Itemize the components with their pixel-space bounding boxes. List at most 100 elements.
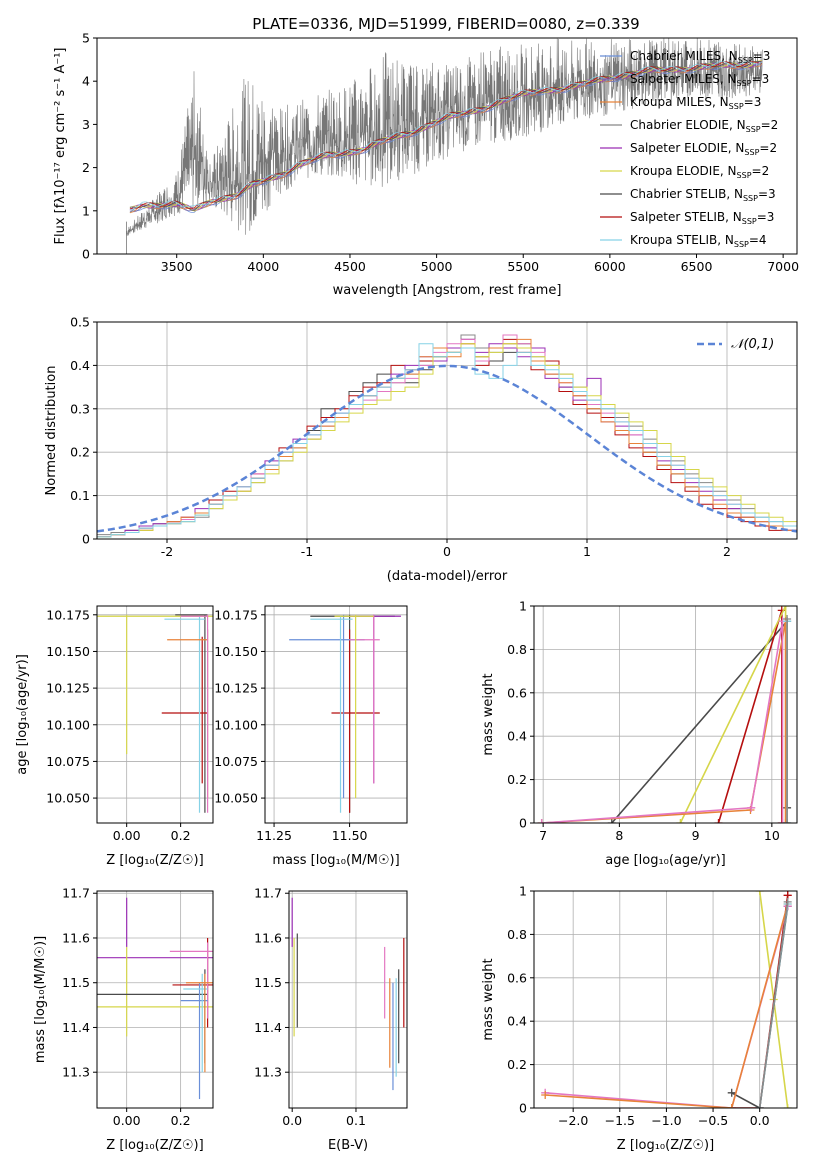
weight-marker — [781, 606, 790, 610]
x-tick-label: 7000 — [767, 259, 799, 274]
legend-subscript: SSP — [734, 240, 749, 249]
x-tick-label: 9 — [692, 828, 700, 843]
weight-line — [541, 621, 787, 823]
legend-entry: Chabrier STELIB, NSSP=3 — [630, 187, 776, 203]
model-line — [129, 60, 763, 211]
y-tick-label: 0.8 — [507, 927, 527, 942]
x-axis-label: wavelength [Angstrom, rest frame] — [333, 283, 562, 298]
y-tick-label: 0 — [82, 247, 90, 262]
x-tick-label: −2.0 — [558, 1113, 588, 1128]
panel-age_vs_metallicity: 0.00 0.2 10.050 10.075 10.100 10.125 10.150 10.… — [15, 605, 214, 868]
x-tick-label: 0.00 — [113, 828, 141, 843]
legend-count: =3 — [757, 210, 775, 224]
panel-residual_histogram: -2 -1 0 1 2 0 0.1 0.2 0.3 0.4 0.5 𝒩(0,1) (data-model… — [44, 315, 798, 584]
weight-marker — [783, 897, 792, 906]
y-tick-label: 1 — [82, 203, 90, 218]
figure-title: PLATE=0336, MJD=51999, FIBERID=0080, z=0… — [252, 15, 639, 33]
x-tick-label: −1.5 — [605, 1113, 635, 1128]
y-tick-label: 0 — [519, 1101, 527, 1116]
legend-subscript: SSP — [743, 194, 758, 203]
y-tick-label: 10.050 — [214, 791, 258, 806]
panel-spectrum: 3500 4000 4500 5000 5500 6000 6500 7000 0 1 2 3 4 5 Ch… — [53, 31, 799, 299]
legend-subscript: SSP — [744, 148, 759, 157]
x-tick-label: 0.00 — [113, 1113, 141, 1128]
y-tick-label: 0.1 — [70, 488, 90, 503]
panel-mass_vs_ebv: 0.0 0.1 11.3 11.4 11.5 11.6 11.7 E(B-V) — [254, 886, 408, 1153]
y-axis-label: age [log₁₀(age/yr)] — [15, 654, 30, 775]
x-tick-label: 11.50 — [332, 828, 368, 843]
x-tick-label: 4500 — [334, 259, 366, 274]
spectrum-data-line — [126, 38, 763, 236]
y-tick-label: 10.050 — [46, 791, 90, 806]
weight-marker — [783, 615, 792, 624]
y-axis-label: Flux [fλ10⁻¹⁷ erg cm⁻² s⁻¹ A⁻¹] — [53, 48, 68, 245]
legend-entry: Chabrier ELODIE, NSSP=2 — [630, 118, 778, 134]
y-tick-label: 2 — [82, 160, 90, 175]
axes-frame — [533, 605, 798, 824]
weight-line — [541, 621, 784, 823]
legend-entry: Kroupa ELODIE, NSSP=2 — [630, 164, 769, 180]
y-axis-label: mass weight — [481, 958, 496, 1040]
plot-area — [126, 38, 763, 254]
y-tick-label: 10.175 — [214, 607, 258, 622]
y-tick-label: 10.075 — [46, 754, 90, 769]
y-tick-label: 0 — [519, 816, 527, 831]
y-tick-label: 10.150 — [214, 644, 258, 659]
y-tick-label: 0.2 — [507, 1057, 527, 1072]
x-axis-label: Z [log₁₀(Z/Z☉)] — [106, 853, 203, 868]
legend-subscript: SSP — [738, 56, 753, 65]
x-tick-label: 7 — [539, 828, 547, 843]
y-tick-label: 0.3 — [70, 401, 90, 416]
model-line — [129, 63, 763, 214]
legend-entry: Salpeter STELIB, NSSP=3 — [630, 210, 774, 226]
weight-marker — [778, 819, 787, 823]
y-tick-label: 1 — [519, 599, 527, 614]
weight-marker — [783, 819, 792, 823]
axes-frame — [96, 37, 798, 255]
x-tick-label: 0.2 — [171, 1113, 191, 1128]
x-tick-label: −1.0 — [651, 1113, 681, 1128]
plot-area — [291, 897, 405, 1091]
y-tick-label: 11.3 — [62, 1065, 90, 1080]
y-tick-label: 0.2 — [70, 445, 90, 460]
plot-area — [97, 334, 797, 538]
x-axis-label: age [log₁₀(age/yr)] — [605, 853, 726, 868]
legend-entry: Salpeter ELODIE, NSSP=2 — [630, 141, 777, 157]
axes-frame — [264, 605, 408, 824]
y-tick-label: 10.075 — [214, 754, 258, 769]
y-tick-label: 1 — [519, 884, 527, 899]
y-tick-label: 11.7 — [254, 886, 282, 901]
y-tick-label: 10.100 — [46, 717, 90, 732]
weight-marker — [541, 1090, 550, 1099]
x-axis-label: Z [log₁₀(Z/Z☉)] — [617, 1138, 714, 1153]
x-tick-label: 11.25 — [256, 828, 292, 843]
x-tick-label: 3500 — [161, 259, 193, 274]
weight-line — [611, 619, 788, 823]
axes-frame — [96, 605, 214, 824]
weight-line — [758, 901, 789, 1108]
y-tick-label: 11.6 — [62, 930, 90, 945]
x-tick-label: -1 — [301, 544, 313, 559]
panel-age_vs_mass: 11.25 11.50 10.050 10.075 10.100 10.125 10.150… — [214, 605, 408, 868]
histogram-step — [97, 343, 797, 538]
y-tick-label: 0.8 — [507, 642, 527, 657]
weight-marker — [781, 819, 790, 823]
legend-subscript: SSP — [746, 125, 761, 134]
weight-marker — [755, 1104, 764, 1108]
weight-line — [717, 610, 783, 823]
plot-area — [97, 614, 213, 813]
legend-subscript: SSP — [729, 102, 744, 111]
x-axis-label: E(B-V) — [328, 1138, 368, 1153]
x-axis-label: (data-model)/error — [387, 569, 508, 584]
legend-entry: Salpeter MILES, NSSP=3 — [630, 72, 769, 88]
panel-mass_weight_vs_metallicity: −2.0 −1.5 −1.0 −0.5 0.0 0 0.2 0.4 0.6 0.8 1 Z [log₁… — [481, 884, 798, 1153]
weight-marker — [714, 819, 723, 823]
x-tick-label: 0 — [443, 544, 451, 559]
axes-frame — [96, 890, 214, 1109]
x-tick-label: 2 — [723, 544, 731, 559]
y-tick-label: 10.150 — [46, 644, 90, 659]
x-tick-label: 0.0 — [282, 1113, 302, 1128]
x-axis-label: mass [log₁₀(M/M☉)] — [272, 853, 399, 868]
legend-count: =4 — [749, 233, 767, 247]
